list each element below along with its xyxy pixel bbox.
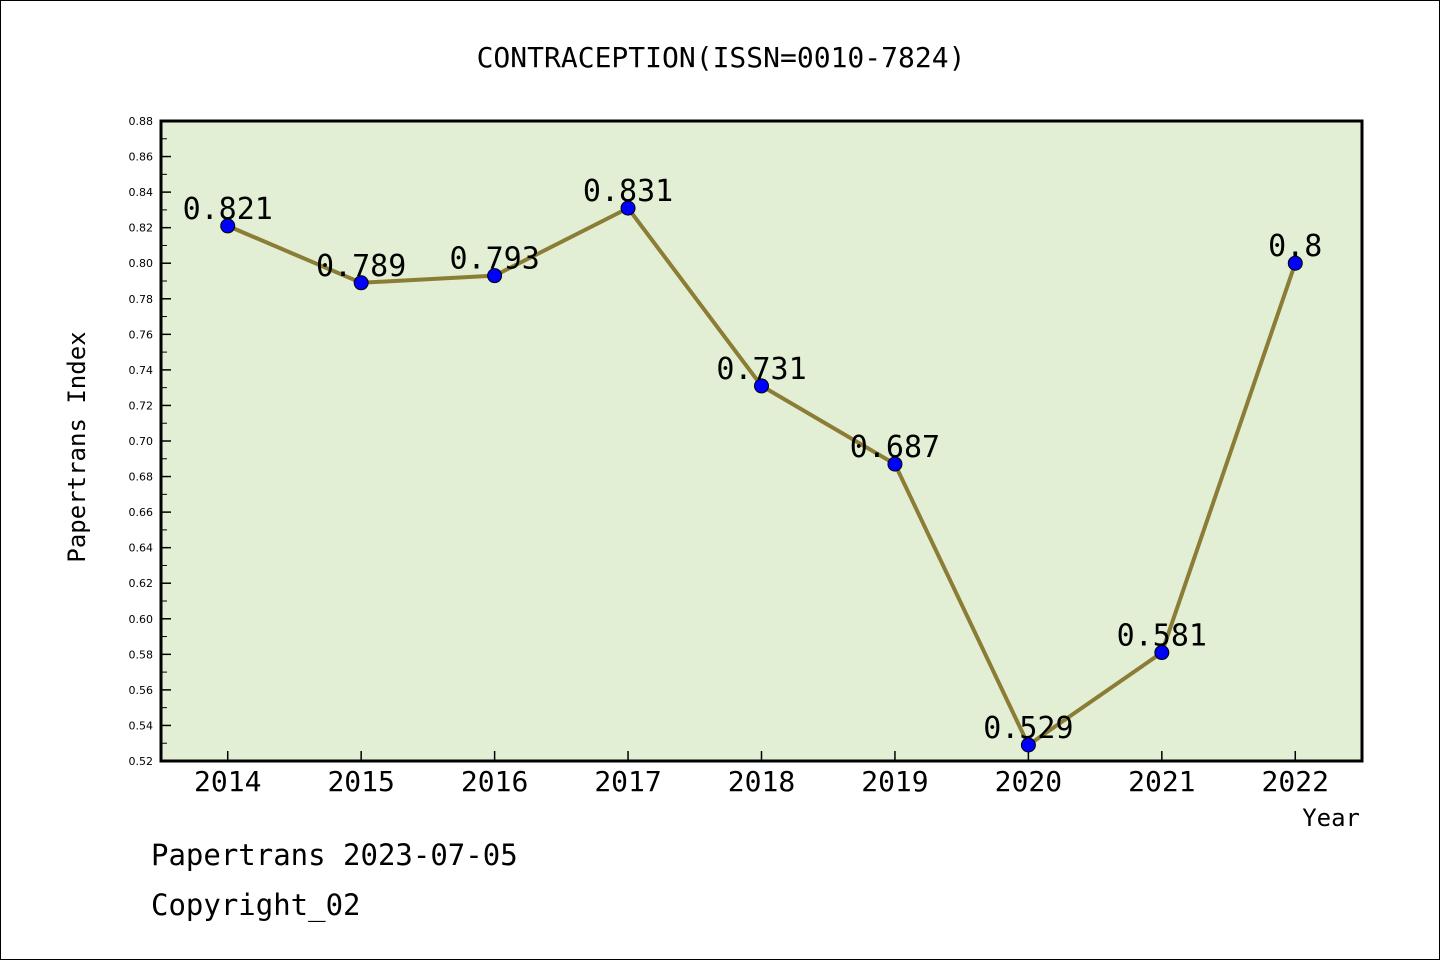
y-axis-label: Papertrans Index bbox=[63, 331, 91, 562]
data-label: 0.581 bbox=[1117, 619, 1207, 654]
x-tick-label: 2017 bbox=[594, 765, 661, 798]
y-tick-label: 0.64 bbox=[129, 542, 154, 555]
y-tick-label: 0.86 bbox=[129, 151, 154, 164]
y-tick-label: 0.66 bbox=[129, 506, 154, 519]
x-tick-label: 2014 bbox=[194, 765, 261, 798]
data-point bbox=[487, 268, 503, 284]
x-tick-label: 2016 bbox=[461, 765, 528, 798]
y-tick-label: 0.56 bbox=[129, 684, 154, 697]
y-tick-label: 0.72 bbox=[129, 399, 154, 412]
data-point bbox=[1287, 255, 1303, 271]
y-tick-label: 0.84 bbox=[129, 186, 154, 199]
data-point bbox=[1154, 645, 1170, 661]
x-tick-label: 2019 bbox=[861, 765, 928, 798]
y-tick-label: 0.54 bbox=[129, 719, 154, 732]
x-tick-label: 2018 bbox=[728, 765, 795, 798]
data-label: 0.8 bbox=[1268, 229, 1322, 264]
data-label: 0.831 bbox=[583, 174, 673, 209]
series-line-group: 0.821 0.789 0.793 0.831 0.731 0.687 0.529 0.581… bbox=[183, 174, 1322, 753]
x-axis: 2014 2015 2016 2017 2018 2019 2020 2021 2022 bbox=[194, 751, 1329, 798]
plot-area bbox=[159, 119, 1364, 763]
y-tick-label: 0.74 bbox=[129, 364, 154, 377]
data-point bbox=[1020, 737, 1036, 753]
data-point bbox=[887, 456, 903, 472]
data-point bbox=[754, 378, 769, 394]
data-label: 0.793 bbox=[449, 242, 539, 277]
x-tick-label: 2020 bbox=[995, 765, 1062, 798]
data-label: 0.731 bbox=[716, 352, 806, 387]
x-tick-label: 2021 bbox=[1128, 765, 1195, 798]
x-tick-label: 2015 bbox=[327, 765, 394, 798]
data-label: 0.821 bbox=[183, 192, 273, 227]
y-tick-label: 0.82 bbox=[129, 222, 154, 235]
y-tick-label: 0.52 bbox=[129, 755, 154, 768]
x-tick-label: 2022 bbox=[1262, 765, 1329, 798]
data-label: 0.687 bbox=[850, 430, 940, 465]
y-tick-label: 0.58 bbox=[129, 648, 154, 661]
chart-title: CONTRACEPTION(ISSN=0010-7824) bbox=[477, 41, 966, 74]
y-tick-label: 0.60 bbox=[129, 613, 154, 626]
y-tick-label: 0.76 bbox=[129, 328, 154, 341]
data-label: 0.789 bbox=[316, 249, 406, 284]
data-point bbox=[620, 200, 636, 216]
y-tick-label: 0.70 bbox=[129, 435, 154, 448]
y-axis: 0.52 0.54 0.56 0.58 0.60 0.62 0.64 0.66 0.68 0.70… bbox=[129, 115, 171, 768]
data-point bbox=[220, 218, 236, 234]
y-tick-label: 0.68 bbox=[129, 471, 154, 484]
data-point bbox=[353, 275, 369, 291]
y-tick-label: 0.78 bbox=[129, 293, 154, 306]
y-tick-label: 0.80 bbox=[129, 257, 154, 270]
y-tick-label: 0.88 bbox=[129, 115, 154, 128]
footer-date: Papertrans 2023-07-05 bbox=[151, 838, 518, 872]
y-tick-label: 0.62 bbox=[129, 577, 154, 590]
footer-copyright: Copyright_02 bbox=[151, 888, 361, 923]
data-label: 0.529 bbox=[983, 711, 1073, 746]
x-axis-label: Year bbox=[1302, 804, 1360, 832]
